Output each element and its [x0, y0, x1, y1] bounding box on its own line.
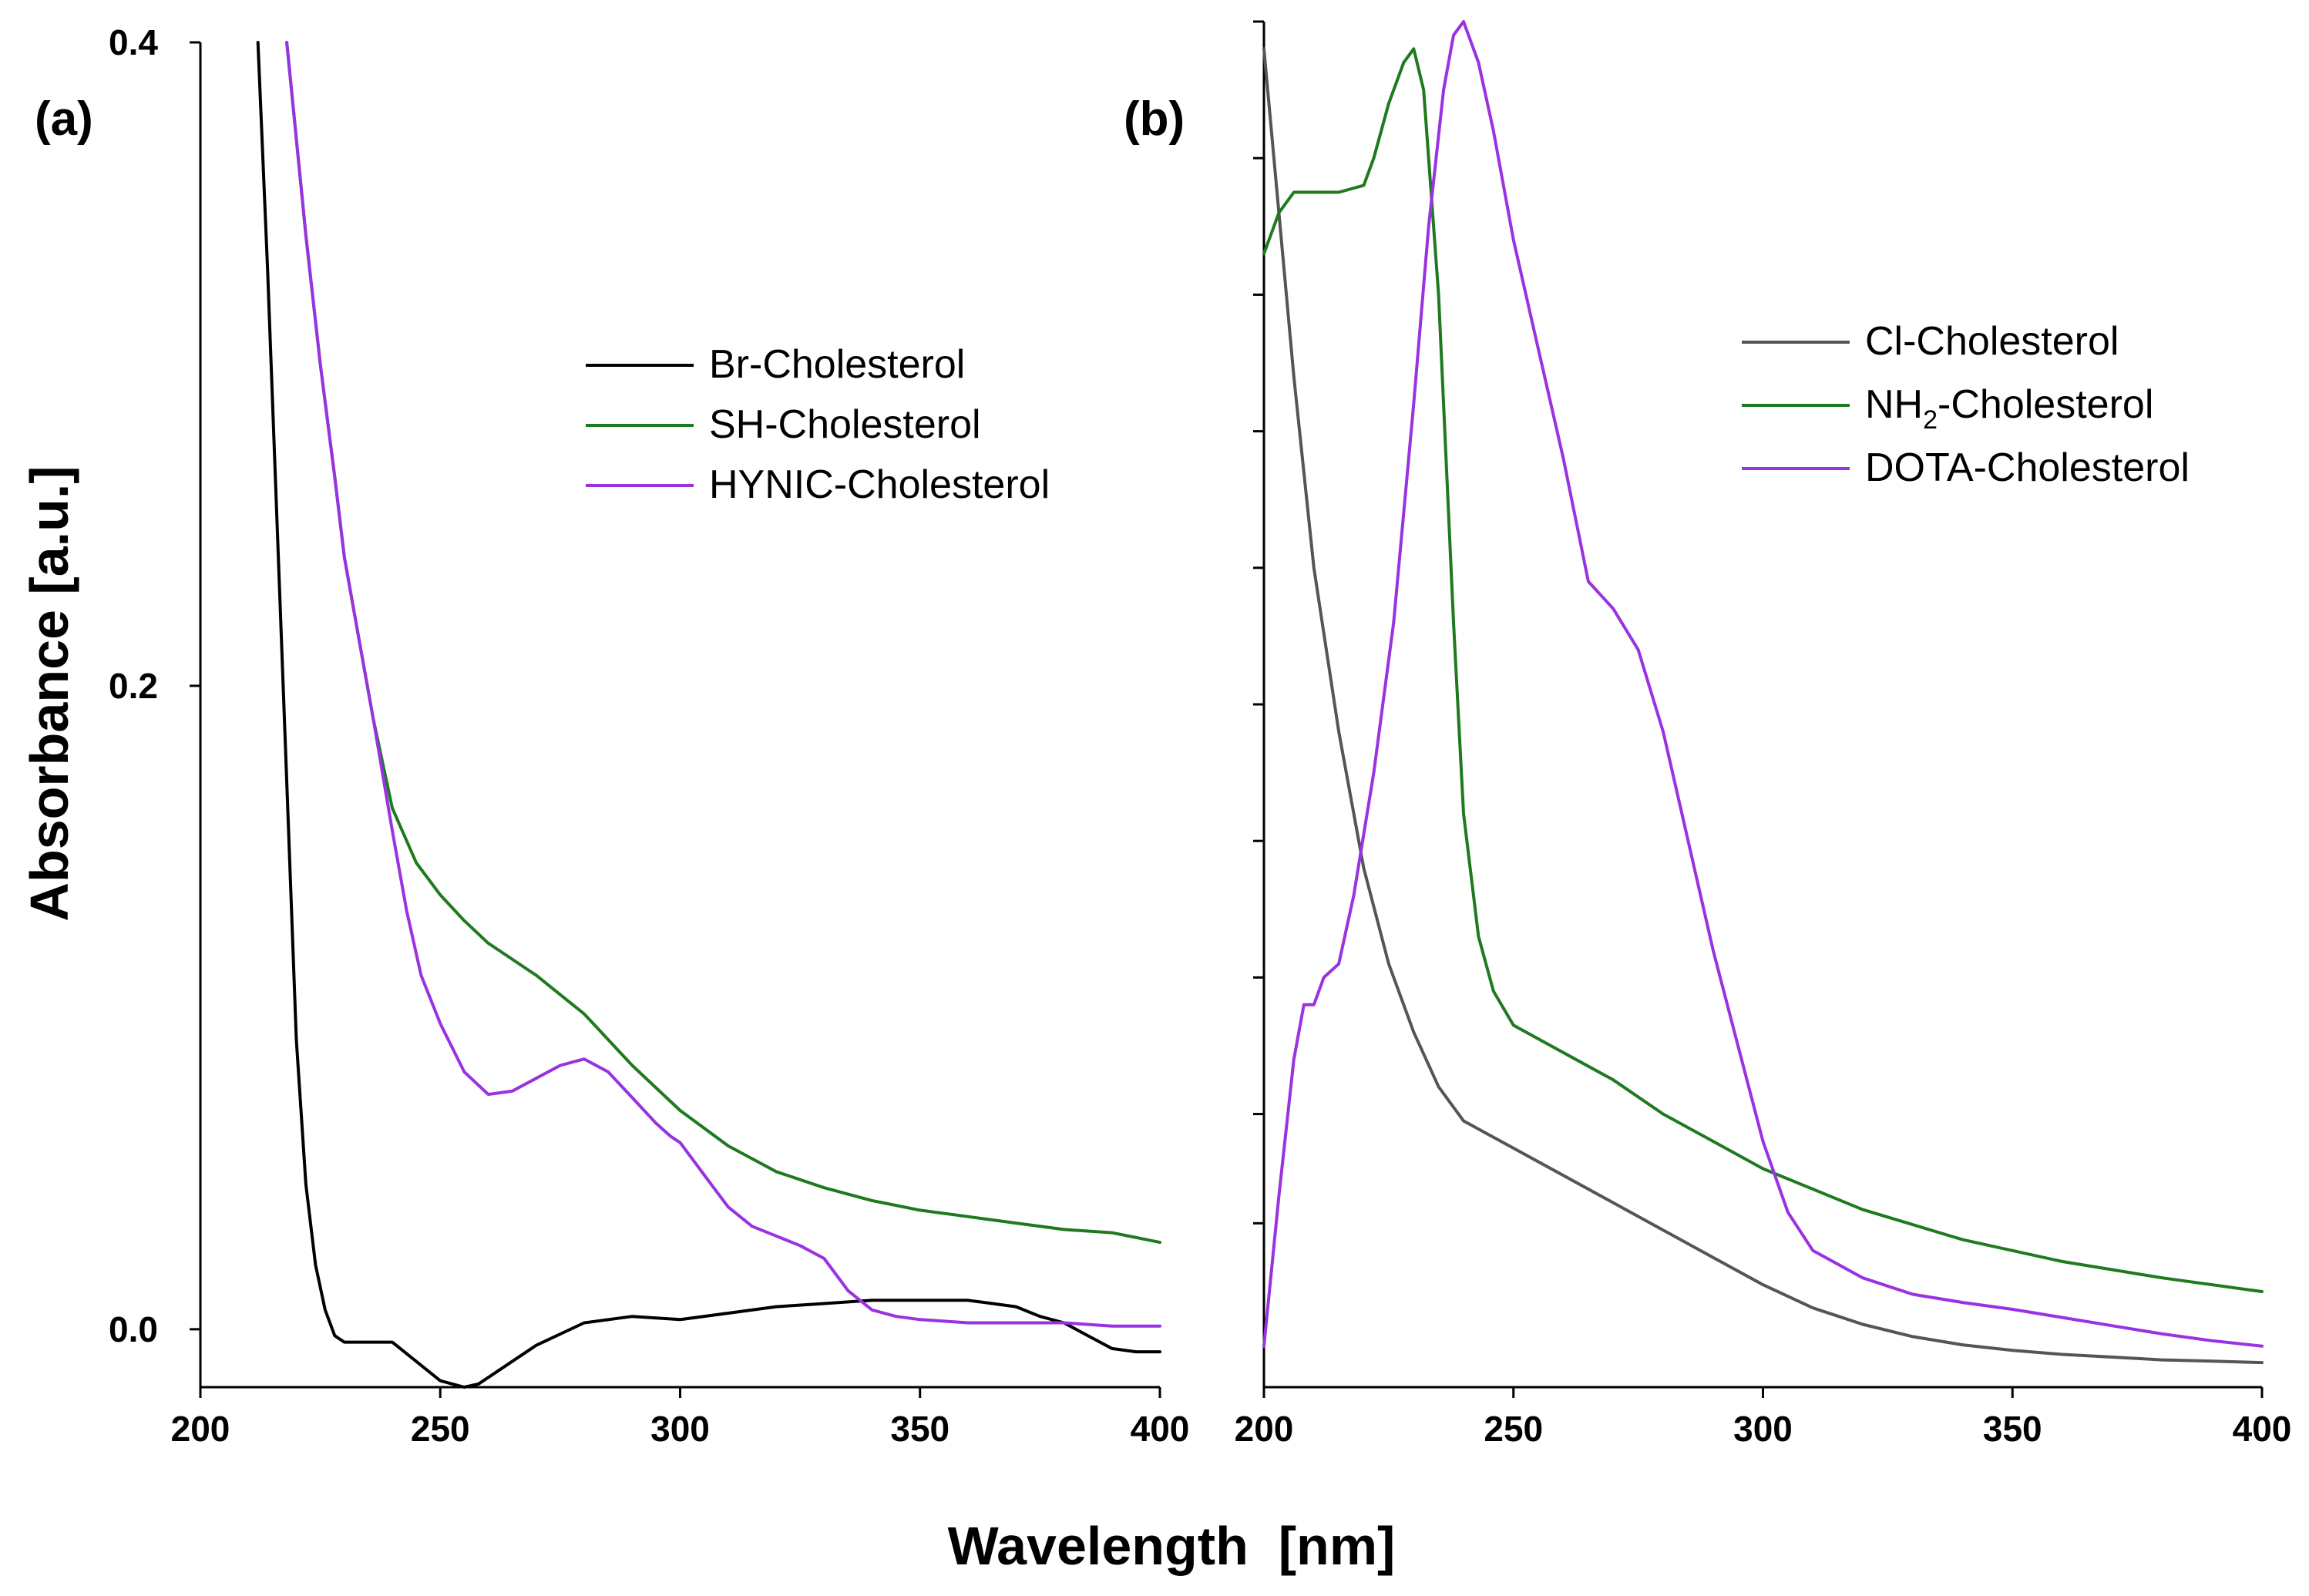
x-tick-label: 350 [890, 1409, 949, 1449]
legend-label-hynic-cholesterol: HYNIC-Cholesterol [709, 462, 1050, 507]
legend-label-subscript: 2 [1923, 405, 1938, 435]
x-axis-title: Wavelength [nm] [948, 1516, 1396, 1576]
series-line-sh-cholesterol [285, 41, 1161, 1245]
legend-label-nh2-cholesterol: NH2-Cholesterol [1865, 382, 2153, 435]
legend-label-part: NH [1865, 382, 1923, 427]
legend-label-sh-cholesterol: SH-Cholesterol [709, 402, 981, 447]
x-tick-label: 350 [1983, 1409, 2042, 1449]
x-tick-label: 300 [1733, 1409, 1793, 1449]
legend-label-br-cholesterol: Br-Cholesterol [709, 342, 965, 387]
y-axis-title: Absorbance [a.u.] [19, 465, 79, 921]
x-tick-label: 300 [650, 1409, 710, 1449]
panel-b-label: (b) [1124, 92, 1185, 146]
series-line-dota-cholesterol [1262, 20, 2264, 1348]
y-tick-label: 0.4 [109, 22, 158, 62]
x-tick-label: 250 [1484, 1409, 1543, 1449]
y-tick-label: 0.0 [109, 1309, 158, 1349]
x-tick-label: 250 [411, 1409, 470, 1449]
panel-a-label: (a) [35, 92, 93, 146]
x-tick-label: 400 [1131, 1409, 1190, 1449]
series-line-cl-cholesterol [1262, 47, 2264, 1365]
legend-label-dota-cholesterol: DOTA-Cholesterol [1865, 445, 2190, 490]
x-tick-label: 200 [1235, 1409, 1294, 1449]
x-tick-label: 400 [2233, 1409, 2292, 1449]
series-line-nh2-cholesterol [1262, 47, 2264, 1293]
panel-a-legend: Br-Cholesterol SH-Cholesterol HYNIC-Choles… [586, 342, 1050, 507]
panel-a-ticks: 200 250 300 350 400 0.0 0.2 0.4 [109, 22, 1189, 1449]
panel-b-series [1262, 20, 2264, 1365]
panel-a-series [256, 41, 1161, 1389]
y-tick-label: 0.2 [109, 666, 158, 706]
panel-b-ticks: 200 250 300 350 400 [1235, 20, 2292, 1449]
panel-b: (b) 200 250 300 350 400 Cl-Cholesterol NH2-Ch… [1124, 20, 2292, 1449]
series-line-br-cholesterol [256, 41, 1161, 1389]
legend-label-cl-cholesterol: Cl-Cholesterol [1865, 319, 2119, 364]
panel-b-legend: Cl-Cholesterol NH2-Cholesterol DOTA-Choles… [1742, 319, 2190, 490]
x-tick-label: 200 [171, 1409, 230, 1449]
panel-a: (a) 200 250 300 350 400 0.0 0.2 0.4 Br-Choleste… [35, 22, 1189, 1449]
legend-label-part: -Cholesterol [1938, 382, 2153, 427]
series-line-hynic-cholesterol [285, 41, 1161, 1328]
